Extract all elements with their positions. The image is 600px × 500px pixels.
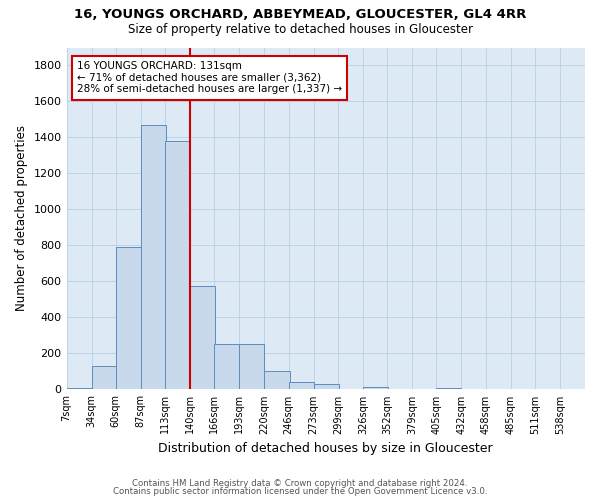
Text: Contains public sector information licensed under the Open Government Licence v3: Contains public sector information licen… — [113, 487, 487, 496]
Bar — [67, 388, 92, 390]
Bar — [92, 366, 117, 390]
Bar — [239, 344, 265, 390]
Bar — [165, 141, 190, 390]
Text: 16 YOUNGS ORCHARD: 131sqm
← 71% of detached houses are smaller (3,362)
28% of se: 16 YOUNGS ORCHARD: 131sqm ← 71% of detac… — [77, 61, 342, 94]
Bar — [289, 382, 314, 390]
Bar — [436, 388, 461, 390]
Y-axis label: Number of detached properties: Number of detached properties — [15, 126, 28, 312]
Bar — [214, 344, 239, 390]
Bar — [363, 386, 388, 390]
Bar — [116, 248, 141, 390]
Text: Contains HM Land Registry data © Crown copyright and database right 2024.: Contains HM Land Registry data © Crown c… — [132, 478, 468, 488]
Bar — [265, 370, 290, 390]
Bar — [190, 286, 215, 390]
Bar — [314, 384, 339, 390]
Bar — [141, 125, 166, 390]
Text: 16, YOUNGS ORCHARD, ABBEYMEAD, GLOUCESTER, GL4 4RR: 16, YOUNGS ORCHARD, ABBEYMEAD, GLOUCESTE… — [74, 8, 526, 20]
X-axis label: Distribution of detached houses by size in Gloucester: Distribution of detached houses by size … — [158, 442, 493, 455]
Text: Size of property relative to detached houses in Gloucester: Size of property relative to detached ho… — [128, 22, 473, 36]
